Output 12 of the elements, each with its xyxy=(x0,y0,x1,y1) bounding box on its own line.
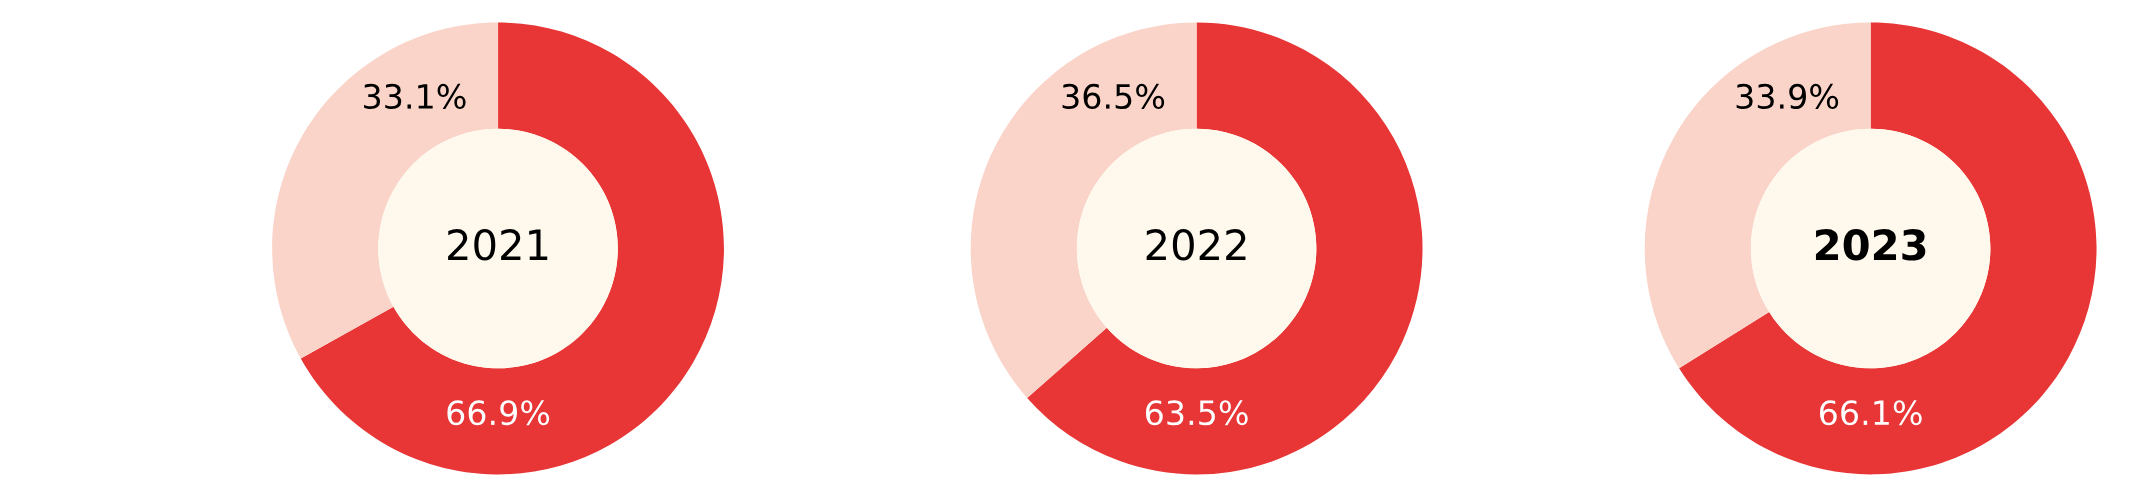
data-label: 63.5% xyxy=(1146,400,1248,426)
data-label: 66.1% xyxy=(1820,400,1922,426)
data-label: 33.9% xyxy=(1736,83,1839,110)
text: 2022 xyxy=(1146,229,1246,261)
data-label: 33.1% xyxy=(364,83,466,110)
data-label: 66.9% xyxy=(447,400,550,426)
donut-slice xyxy=(1679,22,2097,475)
donut-slice xyxy=(1027,22,1423,475)
data-label: 36.5% xyxy=(1062,83,1165,110)
donut-slice xyxy=(300,22,724,475)
text: 2023 xyxy=(1815,229,1926,261)
text: 2021 xyxy=(448,229,548,261)
